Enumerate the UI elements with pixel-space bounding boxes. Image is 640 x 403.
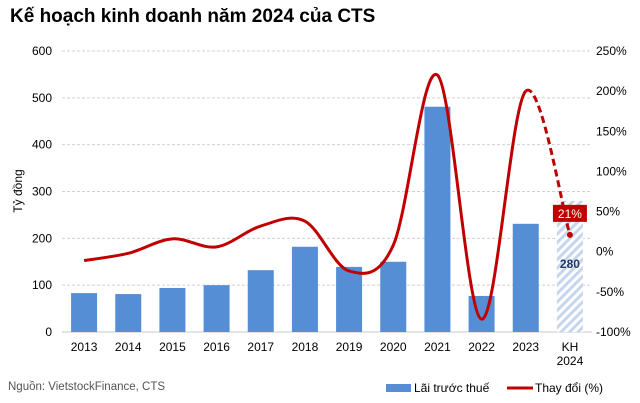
bar: [247, 270, 274, 332]
x-tick-label: 2015: [159, 340, 186, 354]
x-tick-label: 2022: [468, 340, 495, 354]
y2-tick-label: -100%: [596, 325, 631, 339]
legend-swatch-bar: [386, 384, 411, 392]
legend-label-bar: Lãi trước thuế: [414, 381, 490, 395]
x-tick-label: 2013: [71, 340, 98, 354]
line-series-plan: [524, 88, 572, 236]
bar: [71, 293, 98, 332]
plan-change-label: 21%: [558, 207, 582, 221]
bar: [159, 287, 186, 332]
y2-tick-label: 100%: [596, 164, 627, 178]
y2-tick-label: 250%: [596, 44, 627, 58]
y2-tick-label: 50%: [596, 205, 620, 219]
x-tick-label: 2024: [557, 354, 584, 368]
x-tick-label: KH: [562, 340, 579, 354]
plan-change-badge: [552, 204, 587, 222]
y-tick-label: 600: [32, 44, 52, 58]
y-tick-label: 0: [45, 325, 52, 339]
bar: [291, 246, 318, 332]
x-tick-label: 2019: [336, 340, 363, 354]
y2-tick-label: 0%: [596, 245, 614, 259]
bar: [556, 200, 583, 332]
chart-title: Kế hoạch kinh doanh năm 2024 của CTS: [10, 6, 376, 27]
bar: [203, 285, 230, 332]
x-tick-label: 2020: [380, 340, 407, 354]
x-tick-label: 2016: [203, 340, 230, 354]
y-tick-label: 100: [32, 278, 52, 292]
line-point-plan: [566, 231, 573, 238]
y2-tick-label: 200%: [596, 84, 627, 98]
bar: [380, 261, 407, 332]
plan-value-label: 280: [560, 257, 580, 271]
x-tick-label: 2014: [115, 340, 142, 354]
legend-label-line: Thay đổi (%): [535, 381, 603, 395]
y-tick-label: 300: [32, 185, 52, 199]
bar: [336, 266, 363, 332]
x-tick-label: 2023: [512, 340, 539, 354]
y2-tick-label: 150%: [596, 124, 627, 138]
y-tick-label: 500: [32, 91, 52, 105]
y-axis-label: Tỷ đồng: [11, 169, 25, 212]
y-tick-label: 400: [32, 138, 52, 152]
source-note: Nguồn: VietstockFinance, CTS: [8, 381, 166, 393]
x-tick-label: 2017: [247, 340, 274, 354]
bar: [512, 223, 539, 332]
y-tick-label: 200: [32, 231, 52, 245]
y2-tick-label: -50%: [596, 285, 624, 299]
bar: [115, 294, 142, 332]
x-tick-label: 2021: [424, 340, 451, 354]
x-tick-label: 2018: [292, 340, 319, 354]
bar: [424, 106, 451, 333]
